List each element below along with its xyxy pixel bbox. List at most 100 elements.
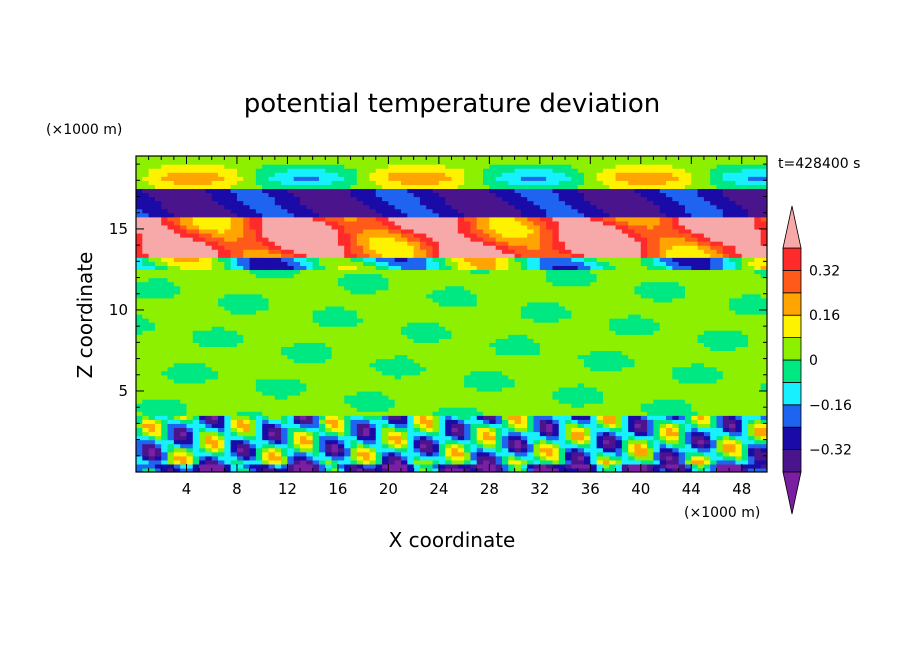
heatmap-cell [426,447,434,453]
heatmap-cell [356,467,364,472]
heatmap-cell [432,164,440,169]
heatmap-cell [508,220,516,226]
heatmap-cell [514,427,522,433]
heatmap-cell [287,318,295,323]
heatmap-cell [350,172,358,177]
heatmap-cell [281,281,289,287]
heatmap-cell [419,253,427,258]
heatmap-cell [520,423,528,429]
heatmap-cell [407,305,415,311]
heatmap-cell [476,232,484,238]
heatmap-cell [438,415,446,420]
heatmap-cell [375,378,383,384]
heatmap-cell [180,172,188,177]
heatmap-cell [186,447,194,453]
heatmap-cell [218,314,225,319]
heatmap-cell [192,314,200,319]
heatmap-cell [136,261,143,266]
heatmap-cell [419,269,427,275]
heatmap-cell [413,431,421,437]
heatmap-cell [218,265,225,271]
heatmap-cell [457,301,465,307]
heatmap-cell [173,423,181,429]
heatmap-cell [363,407,371,412]
heatmap-cell [356,156,364,161]
heatmap-cell [211,273,219,279]
heatmap-cell [369,232,377,238]
heatmap-cell [281,407,289,412]
heatmap-cell [306,338,314,343]
heatmap-cell [438,309,446,315]
heatmap-cell [312,399,320,404]
heatmap-cell [426,208,434,214]
heatmap-cell [180,407,188,412]
heatmap-cell [432,395,440,400]
heatmap-cell [432,382,440,388]
heatmap-cell [438,216,446,222]
heatmap-cell [337,289,345,295]
heatmap-cell [419,362,427,368]
heatmap-cell [508,269,516,275]
heatmap-cell [180,289,188,295]
heatmap-cell [375,447,383,453]
heatmap-cell [154,184,162,190]
heatmap-cell [331,297,339,303]
heatmap-cell [489,314,497,319]
heatmap-cell [199,382,207,388]
heatmap-cell [382,378,389,384]
heatmap-cell [300,273,307,279]
heatmap-cell [344,374,352,380]
heatmap-cell [419,168,427,173]
heatmap-cell [495,204,503,210]
heatmap-cell [167,297,175,303]
heatmap-cell [527,237,535,242]
heatmap-cell [533,176,541,181]
heatmap-cell [154,439,162,445]
heatmap-cell [236,447,244,453]
heatmap-cell [489,399,497,404]
heatmap-cell [476,196,484,202]
heatmap-cell [407,318,415,323]
heatmap-cell [382,431,389,437]
heatmap-cell [419,443,427,449]
heatmap-cell [514,188,522,194]
heatmap-cell [136,220,143,226]
heatmap-cell [382,297,389,303]
heatmap-cell [426,386,434,392]
heatmap-cell [476,289,484,295]
heatmap-cell [274,184,282,190]
heatmap-cell [281,443,289,449]
heatmap-cell [470,330,478,335]
heatmap-cell [426,423,434,429]
heatmap-cell [476,443,484,449]
heatmap-cell [199,350,207,356]
heatmap-cell [186,249,194,254]
heatmap-cell [533,411,541,416]
heatmap-cell [230,192,238,198]
heatmap-cell [350,423,358,429]
heatmap-cell [375,382,383,388]
heatmap-cell [274,277,282,283]
heatmap-cell [451,378,459,384]
heatmap-cell [457,366,465,372]
heatmap-cell [199,228,207,234]
heatmap-cell [394,374,402,380]
heatmap-cell [501,431,509,437]
heatmap-cell [293,237,301,242]
heatmap-cell [388,249,396,254]
heatmap-cell [186,451,194,457]
heatmap-cell [432,459,440,465]
heatmap-cell [432,261,440,266]
heatmap-cell [331,188,339,194]
heatmap-cell [508,411,516,416]
heatmap-cell [325,415,333,420]
heatmap-cell [388,237,396,242]
heatmap-cell [192,411,200,416]
heatmap-cell [136,334,143,339]
heatmap-cell [331,403,339,408]
heatmap-cell [388,160,396,165]
heatmap-cell [268,164,276,169]
heatmap-cell [394,415,402,420]
heatmap-cell [508,370,516,376]
heatmap-cell [344,172,352,177]
